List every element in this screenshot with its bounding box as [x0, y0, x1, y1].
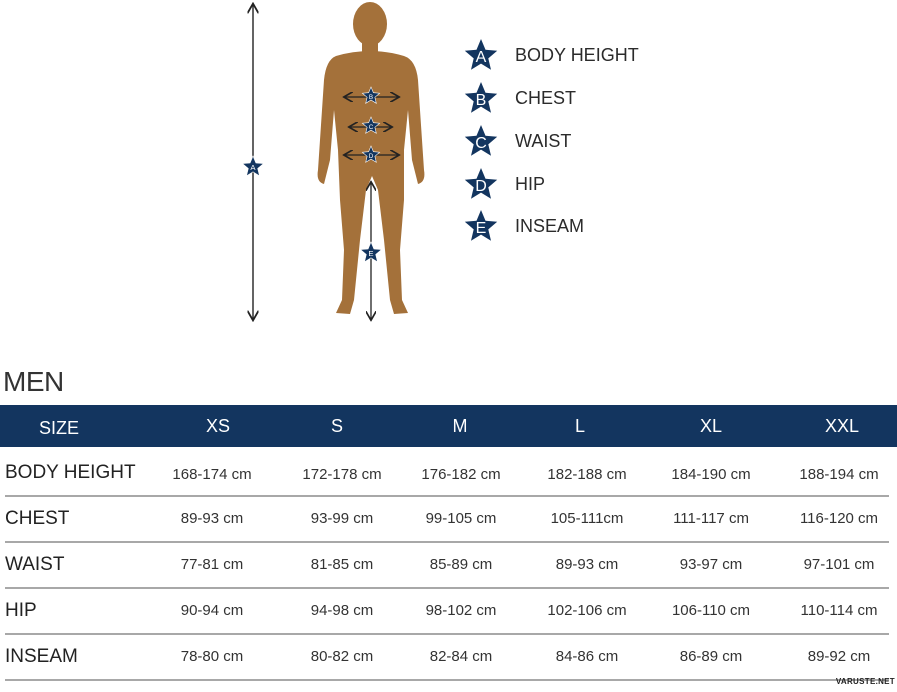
svg-text:D: D — [475, 178, 487, 195]
table-cell: 84-86 cm — [555, 648, 619, 665]
table-cell: 184-190 cm — [671, 466, 751, 483]
row-label: CHEST — [5, 508, 70, 529]
table-row: CHEST 89-93 cm 93-99 cm 99-105 cm 105-111cm 1… — [0, 508, 897, 554]
star-marker-e-icon: E — [359, 241, 383, 263]
legend-label: CHEST — [515, 87, 577, 108]
row-label: INSEAM — [5, 646, 78, 667]
table-cell: 77-81 cm — [180, 556, 244, 573]
table-cell: 78-80 cm — [180, 648, 244, 665]
table-cell: 89-93 cm — [180, 510, 244, 527]
row-divider — [5, 633, 889, 635]
svg-text:C: C — [475, 135, 487, 152]
table-cell: 81-85 cm — [310, 556, 374, 573]
row-divider — [5, 587, 889, 589]
table-cell: 89-92 cm — [807, 648, 871, 665]
legend-label: BODY HEIGHT — [515, 44, 639, 65]
table-cell: 80-82 cm — [310, 648, 374, 665]
header-size-xl: XL — [699, 416, 723, 436]
legend-item-chest: B CHEST — [464, 80, 576, 116]
table-cell: 168-174 cm — [172, 466, 252, 483]
table-cell: 86-89 cm — [679, 648, 743, 665]
table-cell: 111-117 cm — [673, 510, 749, 527]
body-silhouette — [317, 2, 425, 314]
svg-text:E: E — [368, 249, 373, 258]
svg-text:B: B — [369, 94, 373, 101]
legend-label: INSEAM — [515, 215, 585, 236]
table-cell: 102-106 cm — [547, 602, 627, 619]
table-cell: 93-97 cm — [679, 556, 743, 573]
table-cell: 93-99 cm — [310, 510, 374, 527]
table-title: MEN — [3, 366, 64, 397]
watermark: VARUSTE.NET — [835, 677, 895, 686]
size-table-header: SIZE XS S M L XL XXL — [0, 405, 897, 447]
table-row: INSEAM 78-80 cm 80-82 cm 82-84 cm 84-86 cm 86… — [0, 646, 897, 692]
row-label: WAIST — [5, 554, 65, 575]
row-label: BODY HEIGHT — [5, 462, 136, 483]
table-cell: 116-120 cm — [799, 510, 879, 527]
table-cell: 99-105 cm — [425, 510, 497, 527]
star-marker-c-icon: C — [361, 116, 381, 134]
svg-text:E: E — [476, 220, 487, 237]
header-size-l: L — [574, 416, 586, 436]
table-cell: 89-93 cm — [555, 556, 619, 573]
header-size-m: M — [452, 416, 468, 436]
svg-text:C: C — [369, 124, 374, 131]
legend-label: HIP — [515, 173, 546, 194]
table-cell: 106-110 cm — [671, 602, 751, 619]
table-cell: 188-194 cm — [799, 466, 879, 483]
table-cell: 85-89 cm — [429, 556, 493, 573]
star-marker-d-icon: D — [361, 145, 381, 163]
row-divider — [5, 679, 889, 681]
table-row: HIP 90-94 cm 94-98 cm 98-102 cm 102-106 cm 10… — [0, 600, 897, 646]
star-a-icon: A — [464, 39, 498, 70]
table-row: BODY HEIGHT 168-174 cm 172-178 cm 176-182 c… — [0, 462, 897, 508]
svg-text:A: A — [250, 163, 256, 172]
star-c-icon: C — [464, 125, 498, 156]
star-e-icon: E — [464, 210, 498, 241]
header-size: SIZE — [38, 418, 80, 438]
table-cell: 182-188 cm — [547, 466, 627, 483]
table-cell: 176-182 cm — [421, 466, 501, 483]
table-cell: 98-102 cm — [425, 602, 497, 619]
header-size-s: S — [330, 416, 344, 436]
row-divider — [5, 495, 889, 497]
table-cell: 94-98 cm — [310, 602, 374, 619]
star-d-icon: D — [464, 168, 498, 199]
legend-item-body-height: A BODY HEIGHT — [464, 37, 639, 73]
svg-text:D: D — [369, 153, 374, 160]
legend-item-hip: D HIP — [464, 166, 545, 202]
legend-item-waist: C WAIST — [464, 123, 571, 159]
row-label: HIP — [5, 600, 37, 621]
table-row: WAIST 77-81 cm 81-85 cm 85-89 cm 89-93 cm 93-… — [0, 554, 897, 600]
star-b-icon: B — [464, 82, 498, 113]
svg-text:A: A — [476, 49, 487, 66]
star-marker-a-icon: A — [241, 155, 265, 177]
table-cell: 105-111cm — [550, 510, 624, 527]
svg-text:B: B — [476, 92, 487, 109]
table-cell: 172-178 cm — [302, 466, 382, 483]
body-measurement-figure: A B C D E — [241, 2, 425, 340]
row-divider — [5, 541, 889, 543]
table-cell: 110-114 cm — [800, 602, 878, 619]
star-marker-b-icon: B — [361, 86, 381, 104]
header-size-xxl: XXL — [824, 416, 860, 436]
table-cell: 82-84 cm — [429, 648, 493, 665]
legend-item-inseam: E INSEAM — [464, 208, 584, 244]
table-cell: 90-94 cm — [180, 602, 244, 619]
header-size-xs: XS — [205, 416, 231, 436]
table-cell: 97-101 cm — [803, 556, 875, 573]
legend-label: WAIST — [515, 130, 572, 151]
